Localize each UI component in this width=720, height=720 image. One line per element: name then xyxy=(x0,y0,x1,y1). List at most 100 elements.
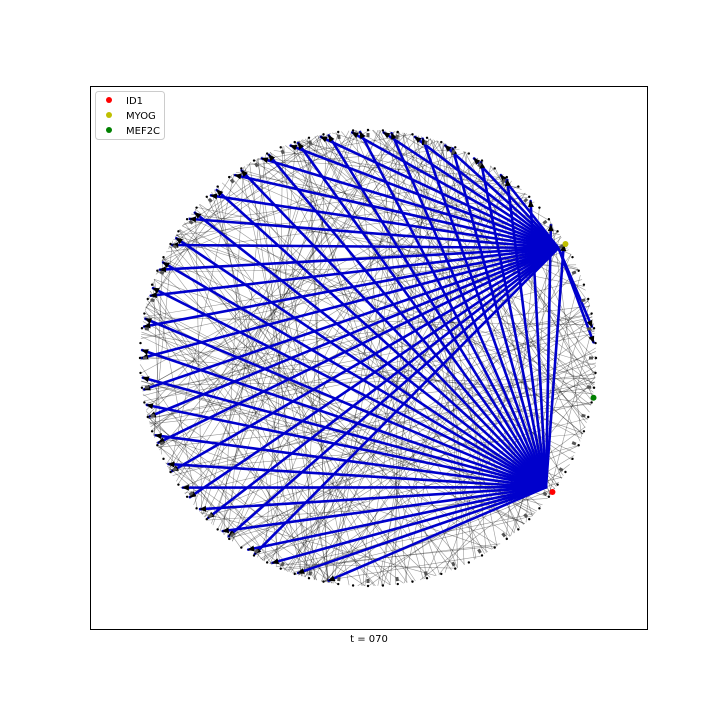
background-edge xyxy=(285,145,594,393)
edge-arrowhead xyxy=(297,568,305,574)
background-edge xyxy=(170,243,457,569)
node-arrowhead xyxy=(423,140,428,145)
network-node xyxy=(587,297,590,301)
highlight-edge-myog xyxy=(170,246,560,473)
background-edge xyxy=(159,135,420,451)
highlight-edge-id1 xyxy=(358,130,548,489)
network-node xyxy=(592,386,596,389)
highlight-edge-id1 xyxy=(151,286,548,489)
network-node xyxy=(366,128,370,132)
network-node xyxy=(480,159,484,162)
node-arrowhead xyxy=(188,219,194,225)
highlight-edge-id1 xyxy=(240,169,548,489)
network-node xyxy=(228,537,231,541)
highlight-edge-myog xyxy=(350,131,560,250)
network-node xyxy=(396,130,399,134)
edge-arrowhead xyxy=(391,132,397,140)
background-edge xyxy=(266,153,592,406)
background-edge xyxy=(144,249,569,405)
legend-marker-mef2c xyxy=(106,127,112,133)
network-node xyxy=(556,483,559,486)
edge-arrowhead xyxy=(444,144,452,152)
network-node xyxy=(185,218,189,221)
edge-arrowhead xyxy=(141,376,150,383)
background-edge xyxy=(175,234,595,384)
network-nodes xyxy=(138,128,598,588)
background-edge xyxy=(548,323,594,498)
network-node xyxy=(195,507,198,510)
node-arrowhead xyxy=(143,356,147,360)
background-edge xyxy=(227,154,266,538)
highlight-edge-id1 xyxy=(145,403,548,489)
network-node xyxy=(140,386,144,389)
network-node xyxy=(538,507,541,510)
background-edge xyxy=(147,416,338,585)
node-arrowhead xyxy=(308,140,313,145)
background-edge xyxy=(229,355,597,540)
network-node xyxy=(146,415,149,419)
network-node xyxy=(216,185,219,188)
highlight-edge-myog xyxy=(206,246,560,520)
background-edge xyxy=(202,134,323,515)
background-edge xyxy=(199,135,320,512)
highlight-edge-id1 xyxy=(246,486,548,551)
network-node xyxy=(139,341,142,345)
edge-arrowhead xyxy=(382,131,391,139)
background-edge xyxy=(141,333,592,405)
background-edge xyxy=(161,129,362,261)
background-edge xyxy=(149,290,376,587)
highlight-edge-id1 xyxy=(198,486,548,511)
edge-arrowhead xyxy=(527,200,534,208)
network-node xyxy=(467,561,471,564)
background-edge xyxy=(232,174,595,333)
background-edge xyxy=(145,162,252,308)
network-node xyxy=(528,518,531,521)
network-node xyxy=(517,185,520,188)
node-arrowhead xyxy=(280,561,285,567)
network-node xyxy=(594,341,597,345)
node-arrowhead xyxy=(308,571,313,576)
edge-arrowhead xyxy=(473,157,481,165)
network-node xyxy=(265,561,269,564)
network-node xyxy=(279,567,282,570)
time-caption: t = 070 xyxy=(350,634,388,645)
background-edge xyxy=(166,465,288,572)
edge-arrowhead xyxy=(210,193,218,200)
network-node xyxy=(337,130,340,134)
network-node xyxy=(265,152,269,155)
edge-arrowhead xyxy=(149,292,158,298)
network-node xyxy=(571,255,574,259)
node-arrowhead xyxy=(571,270,577,275)
edge-arrowhead xyxy=(145,403,154,410)
edge-arrowhead xyxy=(189,491,197,498)
background-edge xyxy=(184,401,592,494)
highlight-edge-id1 xyxy=(451,147,548,489)
network-node xyxy=(493,546,496,549)
highlight-edge-myog xyxy=(382,131,560,250)
highlight-edge-id1 xyxy=(267,153,548,489)
edge-arrowhead xyxy=(175,237,183,245)
node-arrowhead xyxy=(558,467,564,472)
network-node xyxy=(480,554,484,557)
node-arrowhead xyxy=(581,298,586,303)
highlight-edge-myog xyxy=(142,246,560,328)
legend-label-mef2c: MEF2C xyxy=(126,126,160,137)
background-edge xyxy=(141,185,518,390)
background-edge xyxy=(276,513,535,568)
background-edge xyxy=(240,168,330,583)
background-edge xyxy=(184,222,437,576)
network-node xyxy=(454,146,457,149)
highlight-edge-myog xyxy=(148,246,560,418)
node-arrowhead xyxy=(477,548,482,554)
hub-node-myog xyxy=(562,241,569,247)
background-edge xyxy=(162,257,576,454)
background-edge xyxy=(162,257,408,583)
network-node xyxy=(293,572,296,576)
network-node xyxy=(162,255,165,259)
network-node xyxy=(381,584,385,587)
background-edge xyxy=(152,142,443,433)
network-node xyxy=(556,230,559,233)
network-node xyxy=(143,401,146,404)
network-node xyxy=(185,495,189,498)
edge-arrowhead xyxy=(181,484,189,491)
